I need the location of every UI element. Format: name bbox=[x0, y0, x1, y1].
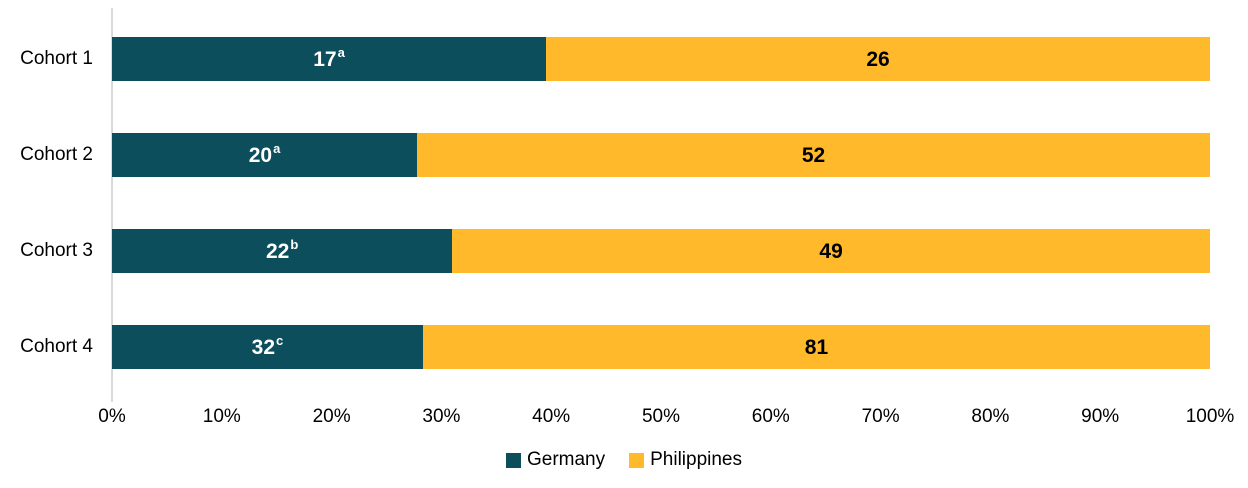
data-label-superscript: a bbox=[273, 140, 281, 156]
bar-track: 22 b 49 bbox=[112, 229, 1210, 273]
data-label: 49 bbox=[819, 239, 843, 263]
category-label: Cohort 3 bbox=[20, 240, 93, 261]
data-label: 52 bbox=[801, 143, 826, 167]
legend-item-germany: Germany bbox=[505, 449, 606, 471]
x-axis-tick-label: 90% bbox=[1081, 406, 1120, 427]
bar-track: 20 a 52 bbox=[112, 133, 1210, 177]
bar-segment-philippines: 26 bbox=[546, 37, 1210, 81]
x-axis-tick-label: 10% bbox=[202, 406, 241, 427]
bar-segment-philippines: 49 bbox=[452, 229, 1210, 273]
bar-segment-philippines: 81 bbox=[422, 325, 1210, 369]
bar-segment-germany: 22 b bbox=[112, 229, 453, 273]
legend: Germany Philippines bbox=[0, 449, 1248, 471]
legend-label: Germany bbox=[526, 449, 606, 470]
x-axis-tick-label: 0% bbox=[98, 406, 126, 427]
category-label: Cohort 1 bbox=[20, 48, 93, 69]
legend-label: Philippines bbox=[650, 449, 743, 470]
data-label-superscript: b bbox=[290, 236, 299, 252]
data-label: 26 bbox=[866, 47, 890, 71]
legend-item-philippines: Philippines bbox=[629, 449, 742, 471]
bar-segment-germany: 20 a bbox=[112, 133, 417, 177]
x-axis-tick-label: 70% bbox=[861, 406, 900, 427]
x-axis-tick-label: 30% bbox=[422, 406, 461, 427]
data-label: 81 bbox=[804, 335, 829, 359]
x-axis-tick-label: 80% bbox=[971, 406, 1010, 427]
data-label: 22 bbox=[265, 239, 290, 263]
x-axis: 0% 10% 20% 30% 40% 50% 60% 70% 80% 90% 100% bbox=[98, 406, 1234, 432]
x-axis-tick-label: 60% bbox=[751, 406, 790, 427]
data-label: 20 bbox=[248, 143, 273, 167]
bar-track: 32 c 81 bbox=[112, 325, 1210, 369]
bar-track: 17 a 26 bbox=[112, 37, 1210, 81]
data-label: 17 bbox=[313, 47, 337, 71]
y-axis-line bbox=[111, 8, 113, 402]
data-label-superscript: c bbox=[276, 332, 284, 348]
data-label: 32 bbox=[251, 335, 276, 359]
category-label: Cohort 2 bbox=[20, 144, 93, 165]
category-label: Cohort 4 bbox=[20, 336, 93, 357]
chart-row: Cohort 3 22 b 49 bbox=[0, 203, 1210, 299]
bar-segment-germany: 32 c bbox=[112, 325, 423, 369]
bar-segment-philippines: 52 bbox=[417, 133, 1210, 177]
chart-row: Cohort 1 17 a 26 bbox=[0, 11, 1210, 107]
x-axis-tick-label: 100% bbox=[1185, 406, 1235, 427]
legend-swatch-germany bbox=[505, 452, 521, 468]
bar-segment-germany: 17 a bbox=[112, 37, 547, 81]
legend-swatch-philippines bbox=[629, 452, 645, 468]
data-label-superscript: a bbox=[337, 44, 345, 60]
x-axis-tick-label: 50% bbox=[641, 406, 681, 427]
x-axis-tick-label: 20% bbox=[312, 406, 351, 427]
plot-area: Cohort 1 17 a 26 Cohort 2 20 a 52 Cohort 3 22 b 49 C… bbox=[0, 11, 1210, 395]
x-axis-tick-label: 40% bbox=[532, 406, 571, 427]
chart-row: Cohort 2 20 a 52 bbox=[0, 107, 1210, 203]
chart-row: Cohort 4 32 c 81 bbox=[0, 299, 1210, 395]
